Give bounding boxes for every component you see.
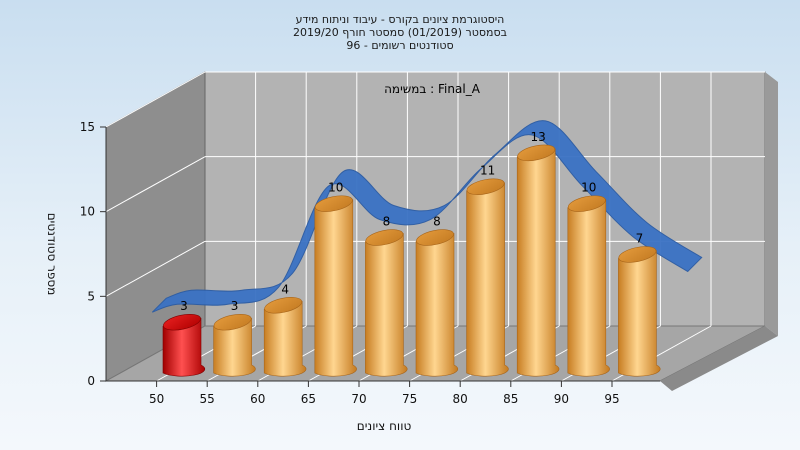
axis-ticks: 0 5 10 15 50 55 60 65 70 75 80 85 90 95 [80,120,620,406]
assignment-annotation: במשימה : Final_A [384,82,481,96]
y-axis-title: מספר סטודנטים [45,213,59,296]
bar [567,199,610,377]
x-tick-label: 50 [149,392,164,406]
bar-value-label: 7 [636,231,644,245]
y-tick-label: 15 [80,120,95,134]
bar-highlight [162,317,206,377]
chart-title-line-3: סטודנטים רשומים - 96 [346,39,453,52]
floor-shadow [660,326,778,391]
chart-title-line-2: בסמסטר (01/2019) סמסטר חורף 2019/20 [293,26,507,39]
bar-top [314,195,353,212]
x-tick-label: 80 [453,392,468,406]
bar-top [466,178,505,195]
bar-top [618,246,657,263]
bar [618,250,661,377]
bar-top [416,229,454,246]
bar-value-label: 10 [328,181,343,195]
data-labels: 3 3 4 10 8 8 11 13 10 7 [180,130,643,313]
trend-ribbon-path [151,120,703,313]
bar-value-label: 4 [281,282,289,296]
bar-value-label: 8 [383,215,391,229]
bar-top [517,144,556,162]
gridline-side [105,71,206,128]
bar [365,233,408,377]
gridline-side [105,240,206,297]
x-tick-label: 55 [200,392,215,406]
bar-value-label: 10 [581,181,596,195]
bar-value-label: 8 [433,215,441,229]
bar [466,182,509,377]
bar-top [163,313,201,331]
bar-value-label: 13 [531,130,546,144]
trend-ribbon [151,120,703,313]
x-tick-label: 95 [604,392,619,406]
bar-top [365,229,404,246]
x-axis-title: טווח ציונים [357,419,412,433]
bar-value-label: 3 [180,299,188,313]
bar [263,300,307,377]
box-shadow [765,72,778,336]
bar [213,317,256,377]
x-tick-label: 85 [503,392,518,406]
bar-top [264,297,303,314]
bar [516,148,560,377]
x-tick-label: 65 [301,392,316,406]
x-tick-label: 60 [250,392,265,406]
bar-value-label: 3 [231,299,239,313]
bar [314,199,357,377]
y-tick-label: 5 [87,289,95,303]
bar [415,233,459,377]
x-tick-label: 70 [351,392,366,406]
bars [162,144,661,377]
y-tick-label: 10 [80,205,95,219]
gridline-side [105,156,206,213]
chart-title-line-1: היסטוגרמת ציונים בקורס - עיבוד וניתוח מי… [296,13,505,26]
x-tick-label: 90 [554,392,569,406]
bar-top [213,313,252,331]
y-tick-label: 0 [87,374,95,388]
bar-top [567,195,606,212]
bar-value-label: 11 [480,164,495,178]
x-tick-label: 75 [402,392,417,406]
